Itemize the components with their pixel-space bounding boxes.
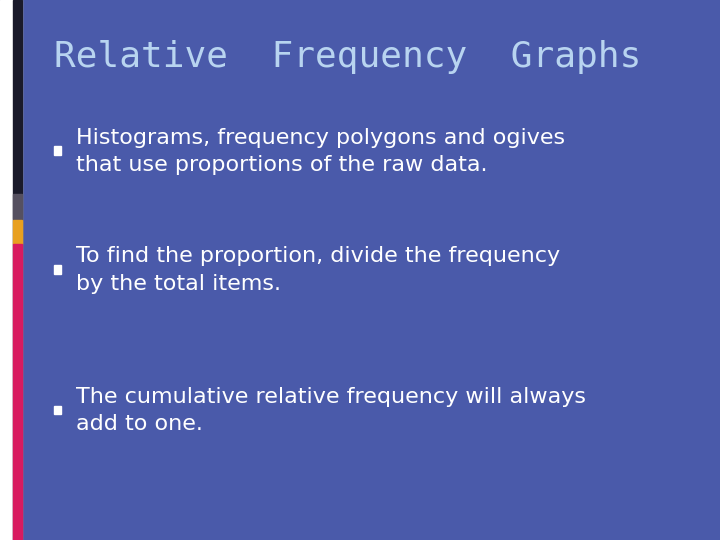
Bar: [13, 0, 22, 540]
Bar: [0, 0, 22, 540]
Bar: [54, 406, 61, 415]
Text: To find the proportion, divide the frequency
by the total items.: To find the proportion, divide the frequ…: [76, 246, 559, 294]
Text: Relative  Frequency  Graphs: Relative Frequency Graphs: [54, 40, 642, 73]
Text: The cumulative relative frequency will always
add to one.: The cumulative relative frequency will a…: [76, 387, 585, 434]
Bar: [13, 244, 22, 540]
Bar: [54, 265, 61, 274]
Bar: [13, 194, 22, 219]
Text: Histograms, frequency polygons and ogives
that use proportions of the raw data.: Histograms, frequency polygons and ogive…: [76, 127, 564, 175]
Bar: [13, 220, 22, 244]
Bar: [54, 146, 61, 156]
